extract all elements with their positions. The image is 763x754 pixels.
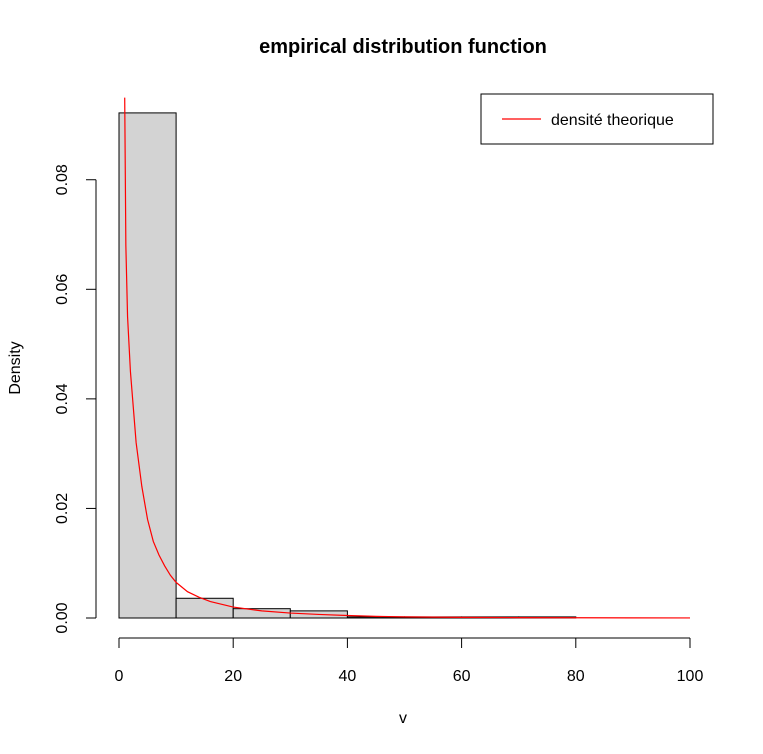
curve-layer <box>124 97 691 619</box>
bars-layer <box>118 112 577 619</box>
x-tick-label: 0 <box>115 668 124 685</box>
y-tick-label: 0.04 <box>54 383 71 414</box>
histogram-bar <box>232 608 291 619</box>
histogram-bar <box>118 112 177 619</box>
legend-entry-label: densité theorique <box>551 112 674 129</box>
x-axis-label: v <box>399 710 407 727</box>
x-tick-label: 80 <box>567 668 585 685</box>
legend: densité theorique <box>480 93 714 145</box>
x-tick-label: 20 <box>224 668 242 685</box>
x-tick-label: 100 <box>677 668 704 685</box>
x-tick-label: 60 <box>453 668 471 685</box>
x-tick-label: 40 <box>339 668 357 685</box>
x-axis: 0 20 40 60 80 100 <box>115 637 704 685</box>
y-axis-label: Density <box>7 341 24 394</box>
y-tick-label: 0.06 <box>54 274 71 305</box>
density-curve <box>124 97 691 619</box>
y-tick-label: 0.08 <box>54 164 71 195</box>
chart-title: empirical distribution function <box>259 36 547 58</box>
y-tick-label: 0.00 <box>54 602 71 633</box>
y-tick-label: 0.02 <box>54 493 71 524</box>
histogram-bar <box>175 597 234 619</box>
y-axis: 0.00 0.02 0.04 0.06 0.08 <box>54 164 97 634</box>
